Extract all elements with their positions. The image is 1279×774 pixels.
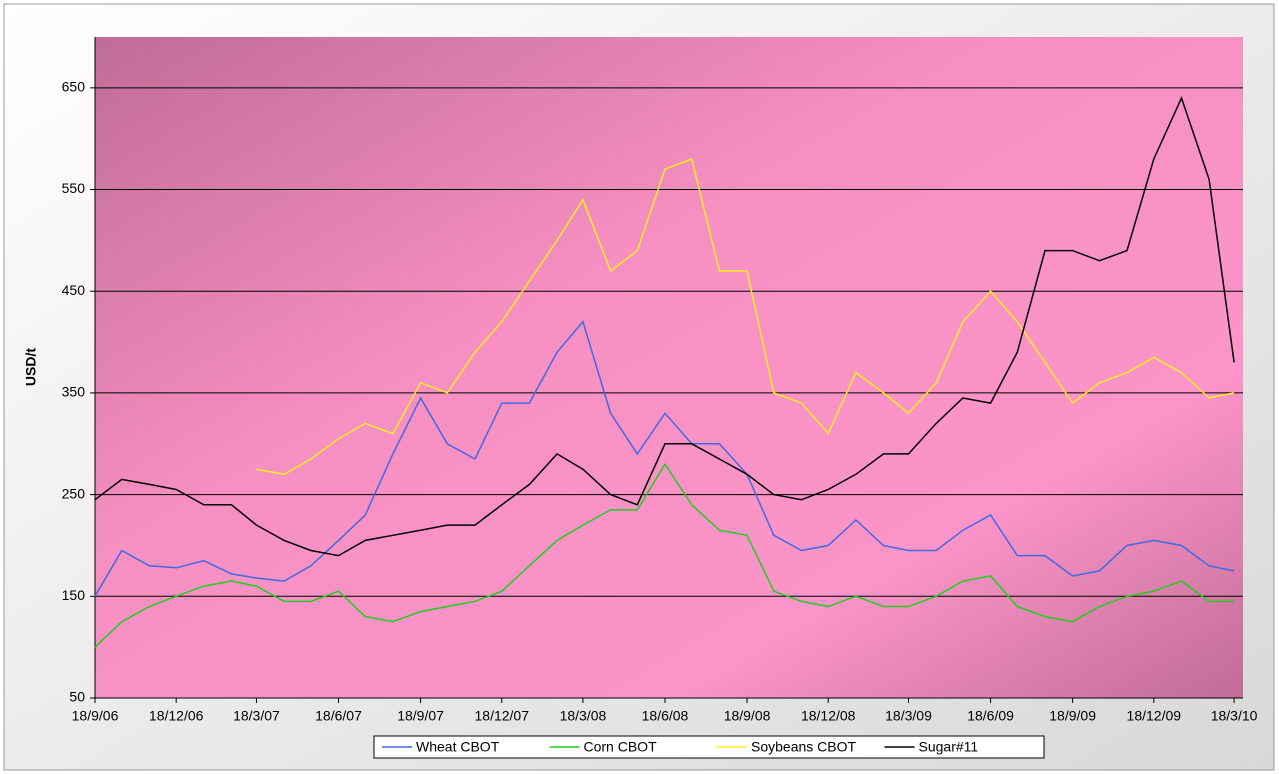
x-tick-label: 18/12/07 [475,708,530,724]
x-tick-label: 18/9/06 [72,708,119,724]
x-tick-label: 18/12/09 [1127,708,1182,724]
legend-label: Sugar#11 [919,739,979,755]
y-tick-label: 50 [69,689,85,705]
y-tick-label: 450 [62,282,86,298]
series-line [94,95,1235,557]
series-line [94,320,1235,597]
x-tick-label: 18/12/08 [801,708,856,724]
series-line [94,462,1235,648]
x-tick-label: 18/3/07 [233,708,280,724]
legend-label: Soybeans CBOT [751,739,856,755]
x-tick-label: 18/6/08 [642,708,689,724]
x-tick-label: 18/6/09 [967,708,1014,724]
y-axis-label: USD/t [23,348,39,386]
y-tick-label: 150 [62,587,86,603]
y-tick-label: 250 [62,485,86,501]
legend-box [373,735,1045,759]
x-tick-label: 18/9/08 [724,708,771,724]
y-tick-label: 550 [62,180,86,196]
legend: Wheat CBOT Corn CBOT Soybeans CBOT Sugar#11 [373,735,1045,759]
x-tick-label: 18/12/06 [149,708,204,724]
y-tick-label: 650 [62,79,86,95]
x-tick-label: 18/9/07 [397,708,444,724]
plot-area [95,37,1243,698]
y-tick-label: 350 [62,384,86,400]
x-tick-label: 18/6/07 [315,708,362,724]
x-tick-label: 18/3/08 [560,708,607,724]
legend-label: Corn CBOT [584,739,658,755]
legend-label: Wheat CBOT [416,739,500,755]
x-tick-label: 18/3/10 [1211,708,1258,724]
series-line [256,157,1235,476]
x-tick-label: 18/9/09 [1049,708,1096,724]
x-tick-label: 18/3/09 [885,708,932,724]
